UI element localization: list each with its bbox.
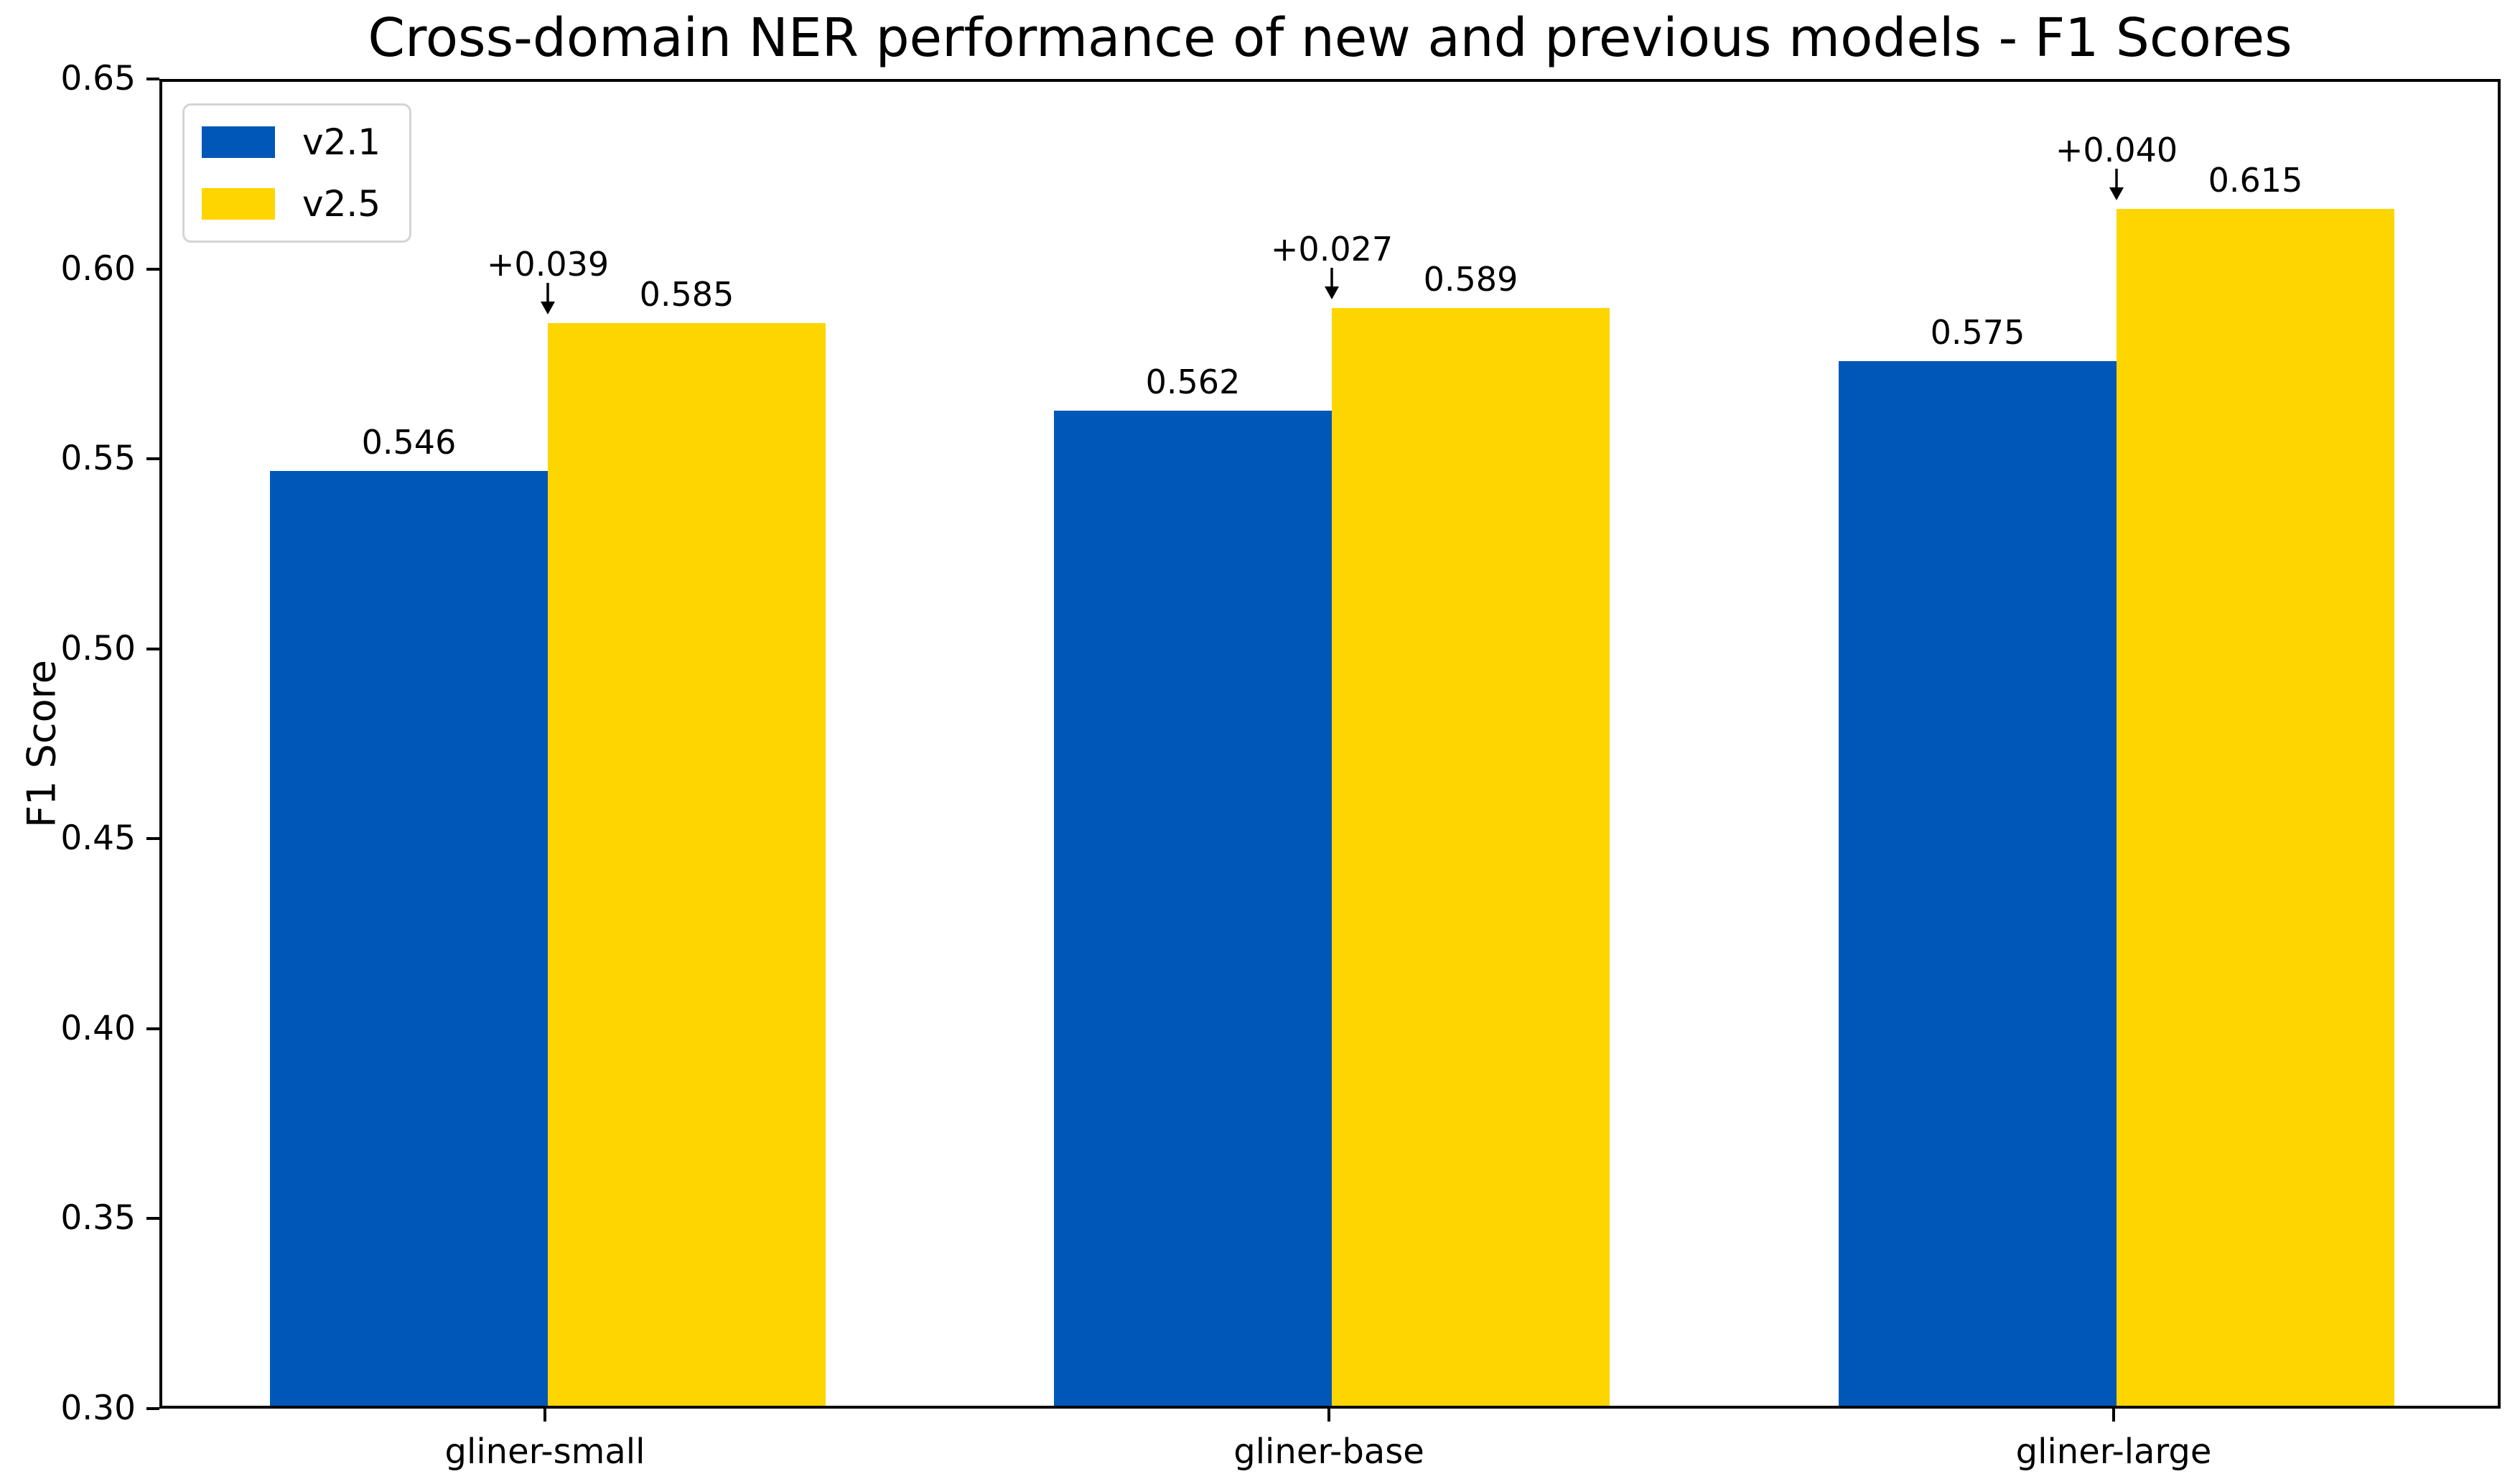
y-tick-label: 0.35 [60, 1198, 136, 1238]
delta-down-arrow-icon [2104, 169, 2129, 203]
y-tick-mark [146, 267, 159, 271]
y-tick-label: 0.40 [60, 1008, 136, 1048]
y-axis-label: F1 Score [19, 660, 65, 828]
delta-annotation: +0.039 [486, 244, 610, 284]
x-tick-label-gliner-small: gliner-small [444, 1432, 645, 1472]
bar-value-label: 0.589 [1423, 259, 1518, 299]
bar-v2.5-gliner-base [1332, 307, 1610, 1406]
y-tick-mark [146, 1027, 159, 1030]
legend-item-v2.5: v2.5 [202, 186, 381, 222]
y-tick-mark [146, 78, 159, 80]
legend-swatch-v2.5-icon [202, 188, 275, 220]
bar-v2.1-gliner-base [1054, 410, 1332, 1406]
bar-value-label: 0.615 [2208, 161, 2303, 200]
bar-v2.1-gliner-small [270, 471, 548, 1406]
bar-value-label: 0.575 [1930, 312, 2025, 352]
delta-down-arrow-icon [536, 282, 560, 317]
delta-annotation: +0.027 [1270, 229, 1394, 269]
chart-title: Cross-domain NER performance of new and … [368, 7, 2292, 69]
x-tick-mark [2112, 1409, 2115, 1422]
y-tick-mark [146, 1407, 159, 1410]
legend-item-v2.1: v2.1 [202, 124, 381, 160]
x-tick-mark [543, 1409, 546, 1422]
y-tick-label: 0.55 [60, 439, 136, 479]
legend-label: v2.1 [302, 121, 381, 163]
y-tick-mark [146, 1217, 159, 1221]
x-tick-label-gliner-large: gliner-large [2015, 1432, 2212, 1472]
y-tick-label: 0.30 [60, 1389, 136, 1428]
bar-value-label: 0.546 [361, 423, 457, 462]
bar-v2.5-gliner-large [2117, 209, 2394, 1406]
delta-annotation: +0.040 [2055, 131, 2178, 170]
bar-value-label: 0.585 [639, 274, 734, 314]
y-tick-label: 0.45 [60, 818, 136, 859]
bar-v2.5-gliner-small [548, 322, 826, 1406]
bar-value-label: 0.562 [1145, 362, 1241, 401]
legend-label: v2.5 [302, 183, 381, 225]
y-tick-label: 0.50 [60, 628, 136, 668]
bar-v2.1-gliner-large [1839, 360, 2117, 1406]
legend: v2.1 v2.5 [182, 103, 412, 243]
plot-area: v2.1 v2.5 0.546 0.562 0.575 0.585 0.589 0.615… [159, 79, 2501, 1409]
y-tick-mark [146, 457, 159, 461]
y-tick-mark [146, 837, 159, 841]
x-tick-mark [1327, 1409, 1330, 1422]
y-tick-label: 0.60 [60, 248, 136, 289]
y-tick-mark [146, 647, 159, 650]
legend-swatch-v2.1-icon [202, 126, 275, 158]
delta-down-arrow-icon [1320, 267, 1344, 302]
y-tick-label: 0.65 [60, 59, 136, 98]
x-tick-label-gliner-base: gliner-base [1233, 1432, 1424, 1472]
